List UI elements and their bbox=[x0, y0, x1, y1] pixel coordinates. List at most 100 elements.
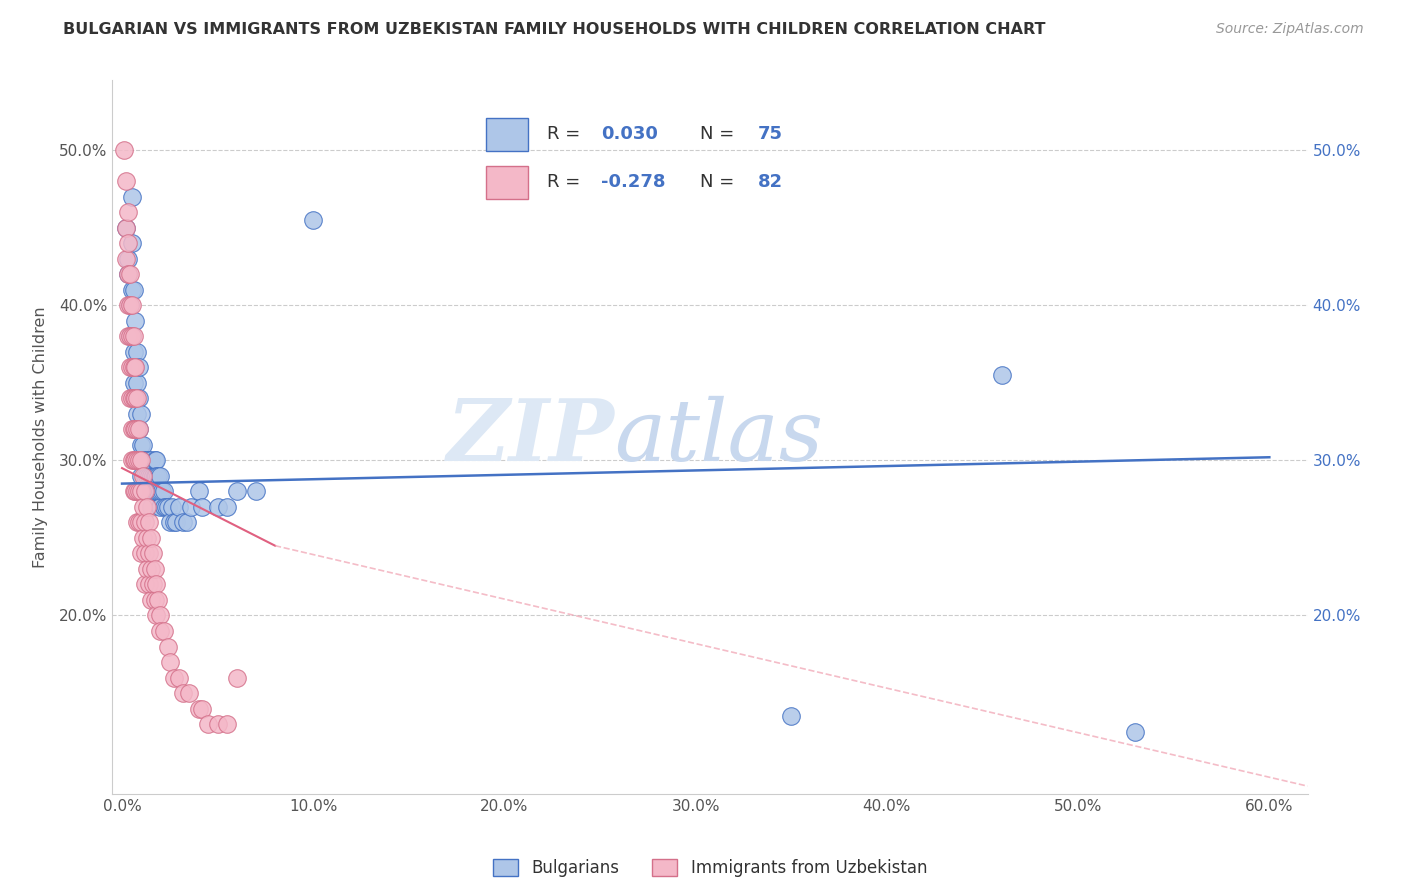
Point bbox=[115, 174, 138, 188]
Point bbox=[124, 360, 146, 375]
Point bbox=[138, 516, 160, 530]
Point bbox=[124, 453, 146, 467]
Point bbox=[127, 407, 149, 421]
Point bbox=[117, 236, 139, 251]
Point bbox=[148, 593, 170, 607]
Point bbox=[134, 516, 156, 530]
Point bbox=[127, 376, 149, 390]
Point bbox=[217, 500, 239, 514]
Point bbox=[163, 516, 186, 530]
Point bbox=[121, 283, 143, 297]
Point bbox=[121, 189, 143, 203]
Point bbox=[139, 468, 162, 483]
Point bbox=[153, 500, 176, 514]
Point bbox=[135, 562, 157, 576]
Point bbox=[127, 422, 149, 436]
Point bbox=[149, 608, 172, 623]
Point bbox=[129, 546, 152, 560]
Point bbox=[143, 468, 166, 483]
Point bbox=[127, 344, 149, 359]
Point bbox=[127, 516, 149, 530]
Point bbox=[129, 453, 152, 467]
Point bbox=[118, 392, 141, 406]
Point bbox=[138, 577, 160, 591]
Point bbox=[197, 717, 219, 731]
Point bbox=[138, 546, 160, 560]
Point bbox=[145, 484, 167, 499]
Point bbox=[187, 701, 209, 715]
Point bbox=[302, 213, 325, 227]
Point bbox=[149, 468, 172, 483]
Point bbox=[207, 717, 229, 731]
Point bbox=[150, 484, 173, 499]
Point bbox=[122, 422, 145, 436]
Point bbox=[159, 655, 181, 669]
Text: Source: ZipAtlas.com: Source: ZipAtlas.com bbox=[1216, 22, 1364, 37]
Point bbox=[122, 283, 145, 297]
Point bbox=[149, 484, 172, 499]
Point bbox=[142, 577, 165, 591]
Point bbox=[191, 701, 214, 715]
Point bbox=[128, 453, 150, 467]
Point bbox=[165, 516, 187, 530]
Point bbox=[138, 453, 160, 467]
Point bbox=[129, 516, 152, 530]
Point bbox=[143, 562, 166, 576]
Point bbox=[139, 453, 162, 467]
Point bbox=[132, 468, 155, 483]
Point bbox=[143, 484, 166, 499]
Point bbox=[153, 624, 176, 638]
Point bbox=[132, 438, 155, 452]
Point bbox=[124, 392, 146, 406]
Point bbox=[225, 671, 247, 685]
Point bbox=[128, 392, 150, 406]
Point bbox=[122, 376, 145, 390]
Point bbox=[121, 360, 143, 375]
Point bbox=[128, 453, 150, 467]
Point bbox=[134, 453, 156, 467]
Point bbox=[159, 516, 181, 530]
Point bbox=[135, 500, 157, 514]
Point bbox=[121, 329, 143, 343]
Point bbox=[118, 298, 141, 312]
Point bbox=[115, 220, 138, 235]
Point bbox=[148, 484, 170, 499]
Point bbox=[142, 484, 165, 499]
Point bbox=[145, 453, 167, 467]
Point bbox=[139, 500, 162, 514]
Point bbox=[118, 329, 141, 343]
Point bbox=[121, 298, 143, 312]
Point bbox=[139, 593, 162, 607]
Point bbox=[176, 516, 198, 530]
Point bbox=[129, 484, 152, 499]
Point bbox=[121, 236, 143, 251]
Point bbox=[149, 500, 172, 514]
Text: ZIP: ZIP bbox=[447, 395, 614, 479]
Point bbox=[117, 205, 139, 219]
Point bbox=[156, 640, 179, 654]
Point bbox=[134, 484, 156, 499]
Point bbox=[124, 314, 146, 328]
Point bbox=[124, 422, 146, 436]
Point bbox=[117, 298, 139, 312]
Point bbox=[245, 484, 267, 499]
Legend: Bulgarians, Immigrants from Uzbekistan: Bulgarians, Immigrants from Uzbekistan bbox=[486, 852, 934, 884]
Point bbox=[121, 422, 143, 436]
Point bbox=[127, 422, 149, 436]
Point bbox=[134, 546, 156, 560]
Point bbox=[155, 500, 177, 514]
Point bbox=[118, 329, 141, 343]
Point bbox=[145, 577, 167, 591]
Point bbox=[128, 360, 150, 375]
Point bbox=[115, 252, 138, 266]
Point bbox=[180, 500, 202, 514]
Point bbox=[124, 484, 146, 499]
Point bbox=[134, 577, 156, 591]
Point bbox=[128, 516, 150, 530]
Point bbox=[138, 468, 160, 483]
Point bbox=[122, 453, 145, 467]
Point bbox=[134, 484, 156, 499]
Point bbox=[139, 531, 162, 545]
Point bbox=[172, 686, 194, 700]
Point bbox=[191, 500, 214, 514]
